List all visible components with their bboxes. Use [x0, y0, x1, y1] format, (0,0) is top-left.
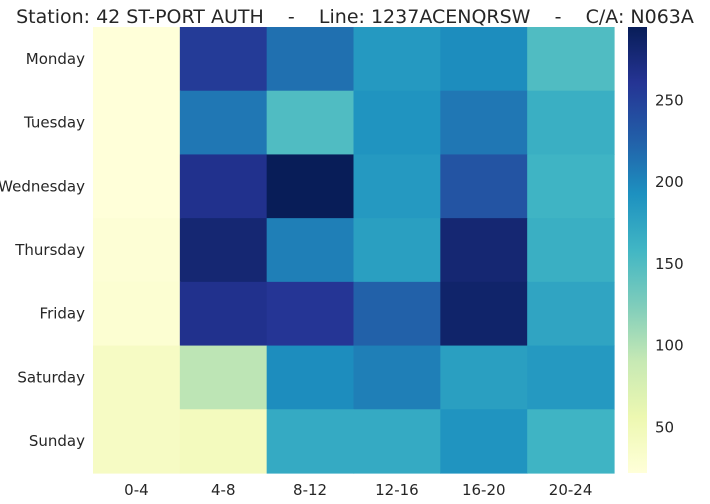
heatmap-cell-saturday-0-4	[93, 345, 181, 410]
y-tick-label-saturday: Saturday	[17, 368, 85, 386]
heatmap-cell-thursday-16-20	[440, 218, 528, 283]
heatmap-cell-friday-8-12	[266, 281, 355, 347]
y-tick-label-friday: Friday	[40, 305, 86, 323]
y-tick-label-monday: Monday	[26, 50, 85, 68]
heatmap-cell-wednesday-20-24	[527, 154, 615, 219]
heatmap-cell-sunday-4-8	[179, 409, 268, 474]
heatmap-cell-friday-16-20	[440, 281, 528, 347]
heatmap-cell-tuesday-16-20	[440, 90, 528, 156]
heatmap-cell-saturday-8-12	[266, 345, 355, 410]
heatmap-cell-wednesday-4-8	[179, 154, 268, 219]
heatmap-cell-thursday-8-12	[266, 218, 355, 283]
heatmap-cell-sunday-16-20	[440, 409, 528, 474]
heatmap-cell-monday-16-20	[440, 27, 528, 92]
heatmap-cell-tuesday-12-16	[353, 90, 441, 156]
heatmap-cell-saturday-20-24	[527, 345, 615, 410]
heatmap-cell-friday-12-16	[353, 281, 441, 347]
heatmap-cell-tuesday-8-12	[266, 90, 355, 156]
x-tick-label-4-8: 4-8	[211, 481, 236, 499]
heatmap-cell-monday-4-8	[179, 27, 268, 92]
heatmap-cell-wednesday-0-4	[93, 154, 181, 219]
heatmap-cell-wednesday-8-12	[266, 154, 355, 219]
heatmap-cell-thursday-20-24	[527, 218, 615, 283]
heatmap-cell-sunday-12-16	[353, 409, 441, 474]
colorbar-tick-labels: 50 100 150 200 250	[655, 92, 684, 437]
heatmap-cell-saturday-4-8	[179, 345, 268, 410]
x-axis-tick-labels: 0-4 4-8 8-12 12-16 16-20 20-24	[124, 481, 592, 499]
heatmap-cell-friday-20-24	[527, 281, 615, 347]
heatmap-cell-saturday-16-20	[440, 345, 528, 410]
y-tick-label-tuesday: Tuesday	[23, 114, 85, 132]
x-tick-label-16-20: 16-20	[462, 481, 506, 499]
colorbar-tick-250: 250	[655, 92, 684, 110]
heatmap-cell-tuesday-0-4	[93, 90, 181, 156]
heatmap-cell-saturday-12-16	[353, 345, 441, 410]
heatmap-cell-sunday-20-24	[527, 409, 615, 474]
heatmap-cell-sunday-0-4	[93, 409, 181, 474]
x-tick-label-20-24: 20-24	[549, 481, 593, 499]
heatmap-cell-tuesday-20-24	[527, 90, 615, 156]
heatmap-cell-monday-12-16	[353, 27, 441, 92]
heatmap-cell-monday-0-4	[93, 27, 181, 92]
chart-title: Station: 42 ST-PORT AUTH - Line: 1237ACE…	[16, 6, 694, 28]
heatmap-cell-wednesday-12-16	[353, 154, 441, 219]
y-tick-label-wednesday: Wednesday	[0, 177, 85, 195]
heatmap-cell-friday-0-4	[93, 281, 181, 347]
heatmap-cells	[93, 27, 615, 474]
heatmap-cell-thursday-4-8	[179, 218, 268, 283]
heatmap-cell-thursday-12-16	[353, 218, 441, 283]
heatmap-cell-tuesday-4-8	[179, 90, 268, 156]
heatmap-cell-monday-20-24	[527, 27, 615, 92]
colorbar-tick-150: 150	[655, 255, 684, 273]
colorbar: 50 100 150 200 250	[628, 27, 684, 473]
x-tick-label-12-16: 12-16	[375, 481, 419, 499]
y-tick-label-thursday: Thursday	[14, 241, 85, 259]
colorbar-tick-100: 100	[655, 337, 684, 355]
x-tick-label-0-4: 0-4	[124, 481, 149, 499]
heatmap-cell-sunday-8-12	[266, 409, 355, 474]
heatmap-cell-friday-4-8	[179, 281, 268, 347]
x-tick-label-8-12: 8-12	[293, 481, 327, 499]
y-axis-tick-labels: Monday Tuesday Wednesday Thursday Friday Satu…	[0, 50, 85, 450]
colorbar-tick-50: 50	[655, 418, 674, 436]
heatmap-cell-wednesday-16-20	[440, 154, 528, 219]
heatmap-cell-monday-8-12	[266, 27, 355, 92]
y-tick-label-sunday: Sunday	[29, 432, 85, 450]
colorbar-tick-200: 200	[655, 173, 684, 191]
heatmap-cell-thursday-0-4	[93, 218, 181, 283]
colorbar-gradient	[628, 27, 647, 473]
